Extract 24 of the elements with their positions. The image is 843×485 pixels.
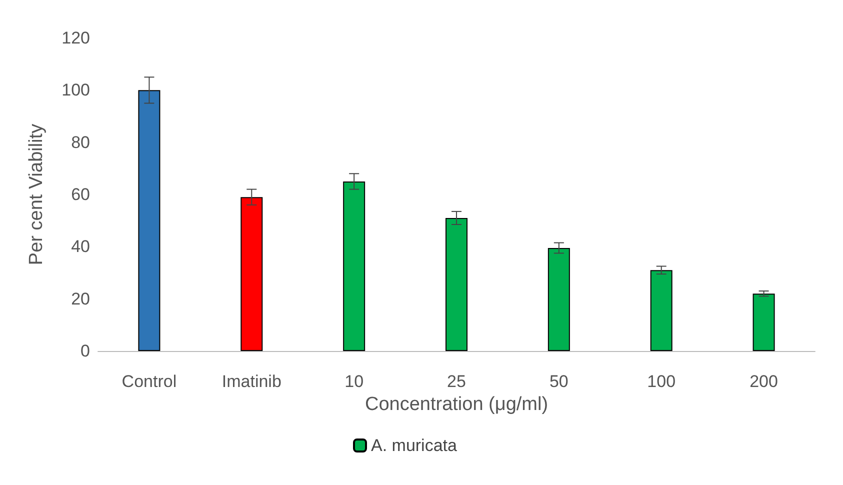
y-tick-label: 40 (71, 237, 90, 256)
y-axis-title: Per cent Viability (26, 123, 47, 266)
x-axis-title: Concentration (μg/ml) (364, 394, 548, 415)
x-tick-label: 200 (750, 372, 778, 391)
y-tick-label: 20 (71, 289, 90, 308)
bar (752, 294, 775, 351)
y-tick-label: 80 (71, 132, 90, 152)
x-tick-label: 10 (344, 372, 364, 391)
x-tick-label: 25 (447, 372, 466, 391)
x-tick-label: Imatinib (222, 372, 282, 391)
bar (343, 181, 366, 351)
bar (446, 218, 468, 351)
y-tick-label: 60 (71, 185, 90, 204)
y-tick-label: 120 (62, 28, 90, 48)
y-tick-label: 0 (80, 342, 90, 360)
legend-label: A. muricata (371, 436, 458, 455)
bar (138, 90, 160, 351)
bar (650, 270, 672, 351)
bar (240, 197, 263, 351)
bar (548, 248, 570, 351)
x-tick-label: 50 (549, 372, 568, 391)
y-tick-label: 100 (62, 80, 90, 100)
x-tick-label: 100 (647, 372, 676, 391)
x-tick-label: Control (122, 372, 177, 391)
